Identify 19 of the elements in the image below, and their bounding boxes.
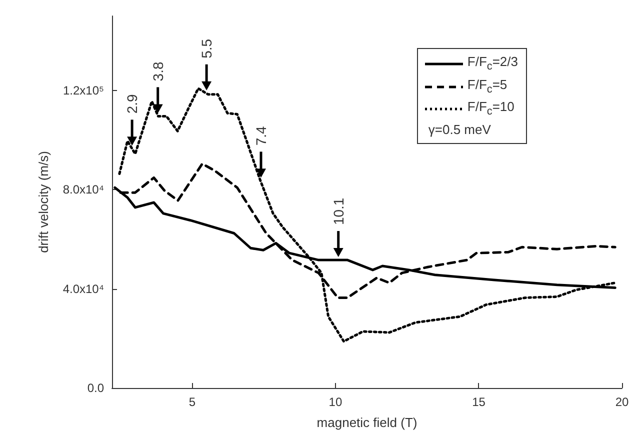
x-tick-label: 15 bbox=[472, 395, 486, 409]
x-tick-label: 20 bbox=[615, 395, 629, 409]
legend-label: F/F$_{c}$=5 bbox=[467, 76, 508, 98]
x-tick-label: 10 bbox=[328, 395, 342, 409]
x-tick-label: 5 bbox=[188, 395, 196, 409]
x-axis-title: magnetic field (T) bbox=[316, 415, 418, 430]
y-tick-label: 0.0 bbox=[87, 381, 104, 395]
y-tick-label: 4.0x10⁴ bbox=[62, 282, 104, 296]
annotation: γ=0.5 meV bbox=[427, 120, 492, 139]
annotation: 10.1 bbox=[330, 198, 346, 226]
annotation: 5.5 bbox=[198, 38, 215, 58]
y-axis-title: drift velocity (m/s) bbox=[36, 151, 51, 253]
annotation: 7.4 bbox=[252, 126, 269, 146]
y-tick-label: 1.2x10⁵ bbox=[62, 83, 104, 98]
legend-label: F/F$_{c}$=2/3 bbox=[467, 53, 518, 75]
legend-label: F/F$_{c}$=10 bbox=[467, 98, 514, 120]
annotation: 2.9 bbox=[124, 94, 140, 114]
y-tick-label: 8.0x10⁴ bbox=[62, 182, 104, 197]
annotation: 3.8 bbox=[150, 62, 166, 82]
